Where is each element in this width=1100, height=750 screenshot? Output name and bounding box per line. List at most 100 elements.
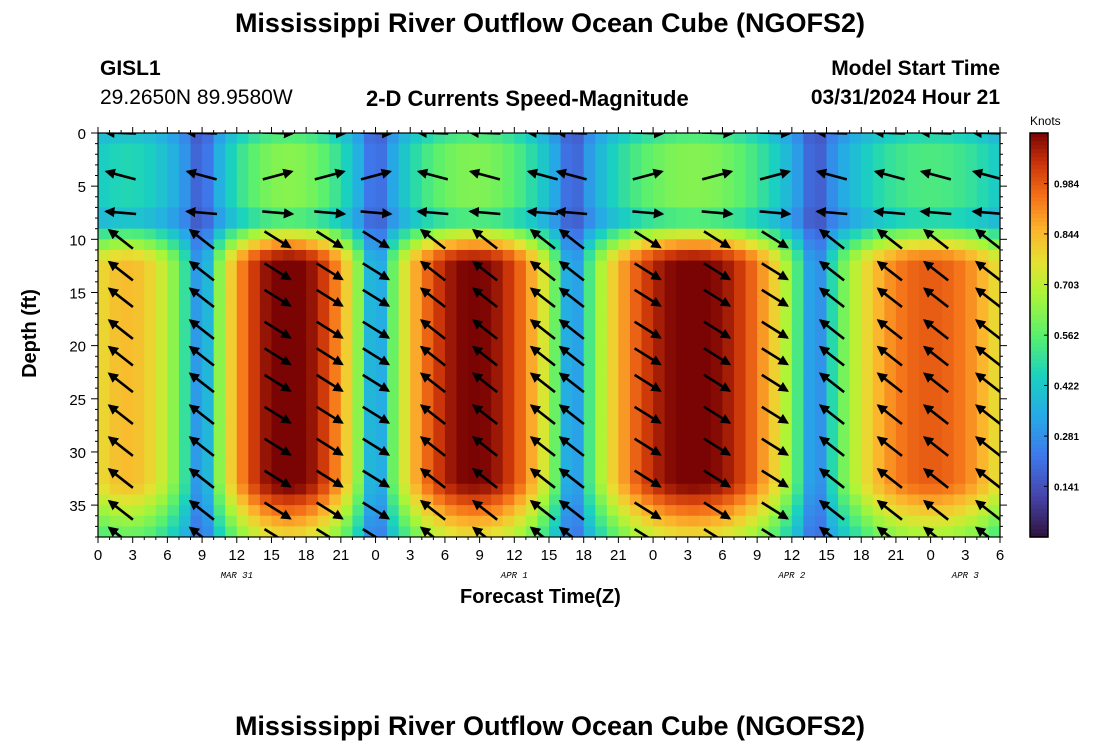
heat-cell — [583, 356, 596, 368]
heat-cell — [710, 526, 724, 537]
heat-cell — [884, 260, 897, 272]
heat-cell — [271, 526, 284, 537]
heat-cell — [306, 420, 319, 432]
heat-cell — [444, 292, 458, 304]
heat-cell — [456, 398, 469, 411]
heat-cell — [167, 239, 180, 251]
heat-cell — [491, 175, 504, 187]
heat-cell — [745, 515, 758, 527]
heat-cell — [803, 345, 816, 357]
heat-cell — [329, 281, 342, 294]
heat-cell — [884, 483, 897, 496]
current-arrow — [262, 168, 294, 181]
heat-cell — [306, 494, 319, 506]
heat-cell — [271, 133, 284, 145]
heat-cell — [121, 164, 134, 177]
heat-cell — [930, 345, 943, 357]
heat-cell — [375, 186, 388, 198]
heat-cell — [398, 356, 411, 368]
heat-cell — [121, 441, 134, 453]
heat-cell — [98, 239, 111, 251]
heat-cell — [178, 239, 192, 251]
heat-cell — [953, 366, 966, 379]
heat-cell — [942, 133, 955, 145]
heat-cell — [398, 239, 411, 251]
heat-cell — [202, 164, 215, 177]
heat-cell — [734, 164, 747, 177]
x-tick-label: 18 — [298, 547, 315, 564]
heat-cell — [202, 420, 215, 432]
heat-cell — [444, 228, 458, 240]
heat-cell — [271, 175, 284, 187]
heat-cell — [375, 303, 388, 315]
heat-cell — [930, 388, 943, 400]
heat-cell — [942, 260, 955, 272]
heat-cell — [444, 260, 458, 272]
current-arrow — [471, 468, 499, 489]
heat-cell — [236, 356, 249, 368]
heat-cell — [734, 345, 747, 357]
heat-cell — [155, 505, 168, 517]
heat-cell — [618, 143, 631, 155]
heat-cell — [710, 164, 724, 177]
heat-cell — [976, 409, 990, 421]
heat-cell — [595, 133, 608, 145]
heat-cell — [676, 175, 689, 187]
colorbar-cell — [1030, 326, 1048, 332]
heat-cell — [629, 483, 643, 496]
heat-cell — [502, 388, 515, 400]
heat-cell — [444, 462, 458, 474]
heat-cell — [757, 398, 770, 411]
heat-cell — [525, 271, 539, 283]
heat-cell — [502, 249, 515, 262]
heat-cell — [121, 196, 134, 209]
heat-cell — [606, 377, 619, 389]
heat-cell — [444, 324, 458, 336]
heat-cell — [745, 164, 758, 177]
heat-cell — [814, 292, 828, 304]
heat-cell — [236, 420, 249, 432]
heat-cell — [757, 239, 770, 251]
heat-cell — [965, 313, 978, 325]
heat-cell — [734, 377, 747, 389]
heat-cell — [595, 239, 608, 251]
colorbar-cell — [1030, 149, 1048, 154]
current-arrow — [555, 168, 587, 181]
heat-cell — [757, 335, 770, 347]
heat-cell — [340, 515, 354, 527]
heat-cell — [121, 281, 134, 294]
heat-cell — [456, 271, 469, 283]
heat-cell — [583, 260, 596, 272]
heat-cell — [942, 505, 955, 517]
colorbar-cell — [1030, 524, 1048, 530]
colorbar-cell — [1030, 157, 1048, 162]
heat-cell — [849, 441, 862, 453]
heat-cell — [306, 473, 319, 485]
heat-cell — [791, 388, 805, 400]
heat-cell — [606, 143, 619, 155]
heat-cell — [884, 526, 897, 537]
heat-cell — [468, 441, 481, 453]
colorbar-cell — [1030, 169, 1048, 174]
heat-cell — [502, 175, 515, 187]
heat-cell — [387, 505, 400, 517]
heat-cell — [433, 313, 446, 325]
heat-cell — [363, 451, 377, 464]
heat-cell — [687, 462, 700, 474]
heat-cell — [109, 154, 122, 166]
heat-cell — [583, 388, 596, 400]
heat-cell — [167, 186, 180, 198]
colorbar-cell — [1030, 189, 1048, 195]
heat-cell — [144, 303, 157, 315]
heat-cell — [664, 515, 677, 527]
heat-cell — [363, 430, 377, 442]
heat-cell — [283, 186, 296, 198]
heat-cell — [838, 154, 851, 166]
heat-cell — [352, 249, 365, 262]
heat-cell — [826, 239, 839, 251]
heat-cell — [225, 292, 238, 304]
colorbar-cell — [1030, 371, 1048, 376]
current-arrow — [974, 404, 1000, 426]
heat-cell — [838, 494, 851, 506]
current-arrow — [818, 345, 845, 367]
